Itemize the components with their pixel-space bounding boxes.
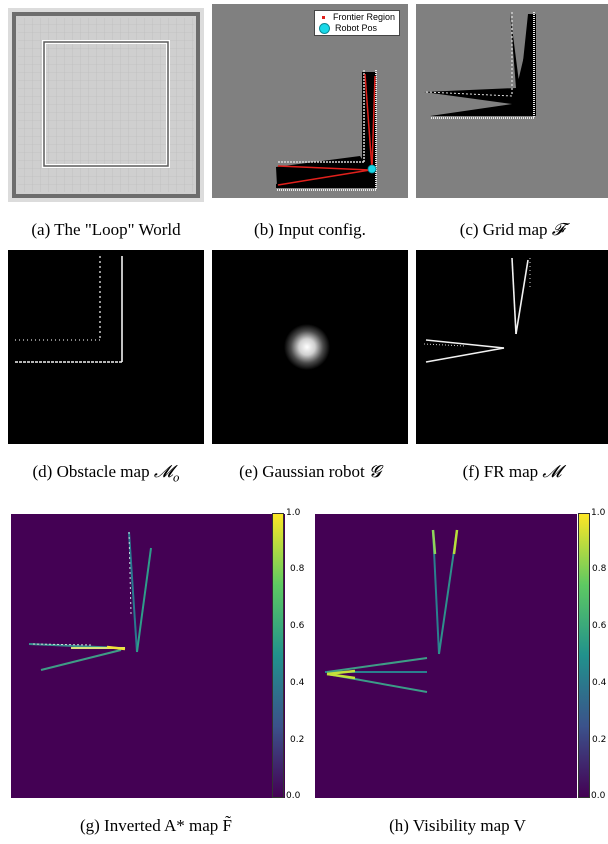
cb-g-tick-2: 0.8 (290, 564, 305, 574)
gaussian-robot-render (212, 250, 408, 444)
cb-h-tick-2: 0.8 (592, 564, 607, 574)
cb-g-tick-4: 0.4 (290, 678, 305, 688)
panel-input-config: Frontier Region Robot Pos (212, 4, 408, 198)
loop-world-render (8, 8, 204, 202)
caption-obstacle-map: (d) Obstacle map 𝓜o (32, 462, 180, 485)
caption-loop-world: (a) The "Loop" World (31, 220, 181, 239)
obstacle-map-render (8, 250, 204, 444)
panel-loop-world (8, 8, 204, 202)
frontier-legend-label: Frontier Region (332, 12, 395, 22)
robot-position-marker (367, 164, 377, 174)
panel-inverted-astar-map (11, 514, 285, 798)
cb-h-tick-4: 0.4 (592, 678, 607, 688)
caption-fr-map: (f) FR map 𝓜 (462, 462, 562, 482)
grid-map-render (416, 4, 608, 198)
cb-h-tick-5: 0.2 (592, 735, 607, 745)
inverted-astar-colorbar (272, 513, 284, 798)
panel-gaussian-robot (212, 250, 408, 444)
robot-legend-label: Robot Pos (334, 23, 377, 33)
cb-g-tick-1: 1.0 (286, 508, 301, 518)
caption-visibility-map: (h) Visibility map V (389, 816, 526, 835)
frontier-legend-marker (321, 16, 325, 19)
caption-grid-map: (c) Grid map 𝓕 (459, 220, 565, 240)
panel-grid-map (416, 4, 608, 198)
inverted-astar-render (11, 514, 285, 798)
panel-fr-map (416, 250, 608, 444)
panel-visibility-map (315, 514, 577, 798)
cb-g-tick-5: 0.2 (290, 735, 305, 745)
panel-obstacle-map (8, 250, 204, 444)
cb-g-tick-6: 0.0 (286, 791, 301, 801)
caption-gaussian-robot: (e) Gaussian robot 𝓖 (239, 462, 381, 482)
cb-h-tick-6: 0.0 (591, 791, 606, 801)
visibility-colorbar (578, 513, 590, 798)
cb-h-tick-3: 0.6 (592, 621, 607, 631)
cb-g-tick-3: 0.6 (290, 621, 305, 631)
caption-inverted-astar-map: (g) Inverted A* map F̃ (79, 816, 233, 835)
fr-map-render (416, 250, 608, 444)
input-config-render (212, 4, 408, 198)
legend: Frontier Region Robot Pos (313, 10, 400, 36)
robot-legend-marker (318, 23, 330, 34)
visibility-map-render (315, 514, 577, 798)
cb-h-tick-1: 1.0 (591, 508, 606, 518)
caption-input-config: (b) Input config. (254, 220, 366, 239)
